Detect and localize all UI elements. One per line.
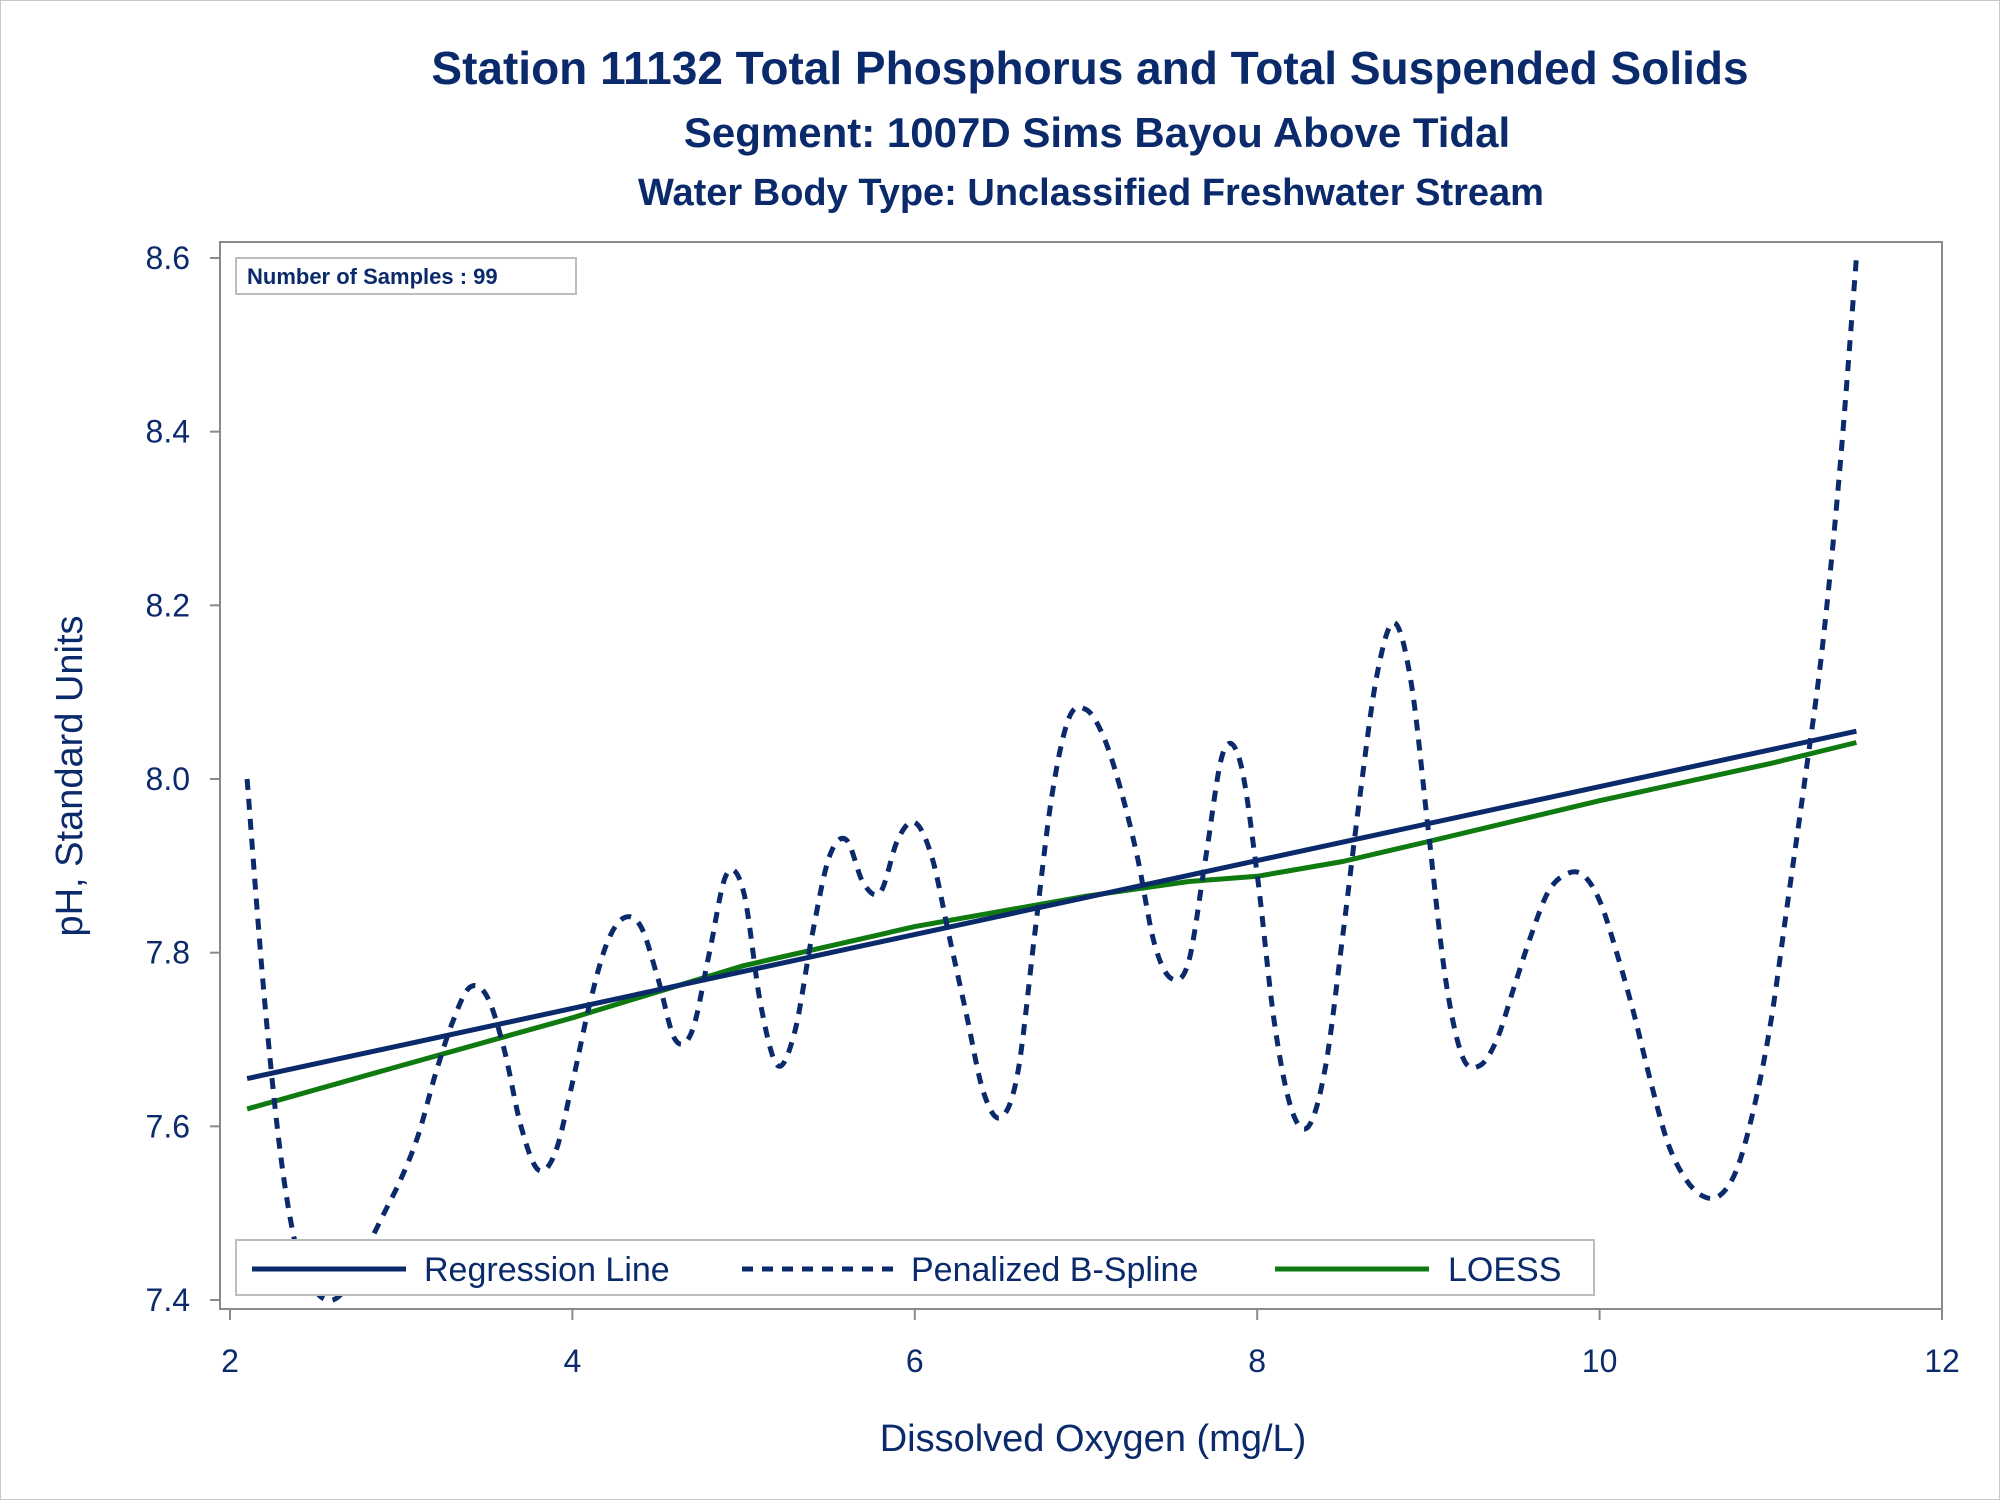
sample-count-label: Number of Samples : 99: [247, 264, 498, 289]
x-tick-label: 10: [1582, 1343, 1618, 1379]
x-axis-label: Dissolved Oxygen (mg/L): [880, 1418, 1307, 1460]
x-axis: 2 4 6 8 10 12: [221, 1309, 1960, 1379]
x-tick-label: 4: [564, 1343, 582, 1379]
series-line-loess: [246, 740, 1857, 1112]
y-tick-label: 8.0: [146, 761, 190, 797]
y-axis-label: pH, Standard Units: [49, 615, 91, 936]
y-axis: 7.4 7.6 7.8 8.0 8.2 8.4 8.6: [146, 240, 220, 1318]
legend-label-regression: Regression Line: [424, 1251, 670, 1289]
x-tick-label: 8: [1248, 1343, 1266, 1379]
x-tick-label: 6: [906, 1343, 924, 1379]
series-layer: [244, 257, 1859, 1303]
y-tick-label: 8.6: [146, 240, 190, 276]
y-tick-label: 7.6: [146, 1108, 190, 1144]
x-tick-label: 2: [221, 1343, 239, 1379]
legend: Regression Line Penalized B-Spline LOESS: [235, 1239, 1595, 1296]
chart-title: Station 11132 Total Phosphorus and Total…: [431, 42, 1748, 94]
y-tick-label: 8.2: [146, 587, 190, 623]
legend-label-loess: LOESS: [1448, 1251, 1561, 1289]
x-tick-label: 12: [1924, 1343, 1960, 1379]
y-tick-label: 7.4: [146, 1282, 190, 1318]
chart-subtitle-segment: Segment: 1007D Sims Bayou Above Tidal: [684, 109, 1510, 156]
plot-area: [219, 241, 1943, 1310]
series-line-penalized-b-spline: [244, 257, 1859, 1303]
series-line-regression-line: [246, 728, 1857, 1082]
sample-count-box: [235, 257, 577, 295]
legend-label-bspline: Penalized B-Spline: [911, 1251, 1198, 1289]
y-tick-label: 8.4: [146, 414, 190, 450]
chart-subtitle-waterbody: Water Body Type: Unclassified Freshwater…: [638, 172, 1544, 214]
y-tick-label: 7.8: [146, 935, 190, 971]
sample-count-inset: Number of Samples : 99: [235, 257, 577, 295]
